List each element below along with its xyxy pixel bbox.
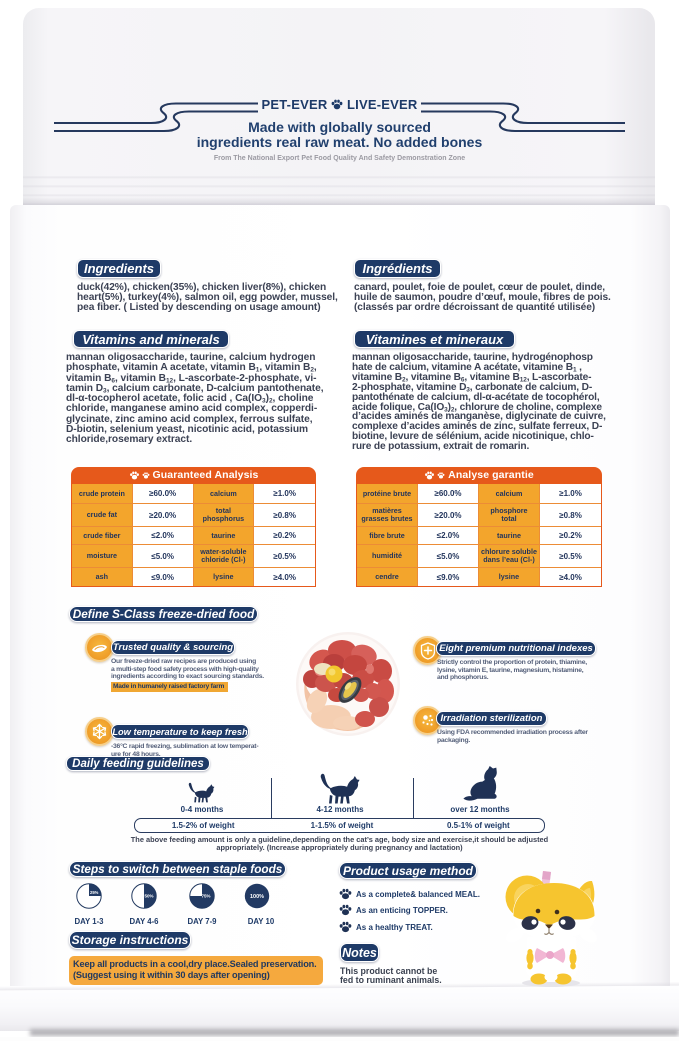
svg-text:100%: 100%	[250, 894, 264, 900]
svg-text:50%: 50%	[144, 894, 153, 899]
svg-text:75%: 75%	[201, 894, 210, 899]
svg-text:25%: 25%	[90, 890, 99, 895]
